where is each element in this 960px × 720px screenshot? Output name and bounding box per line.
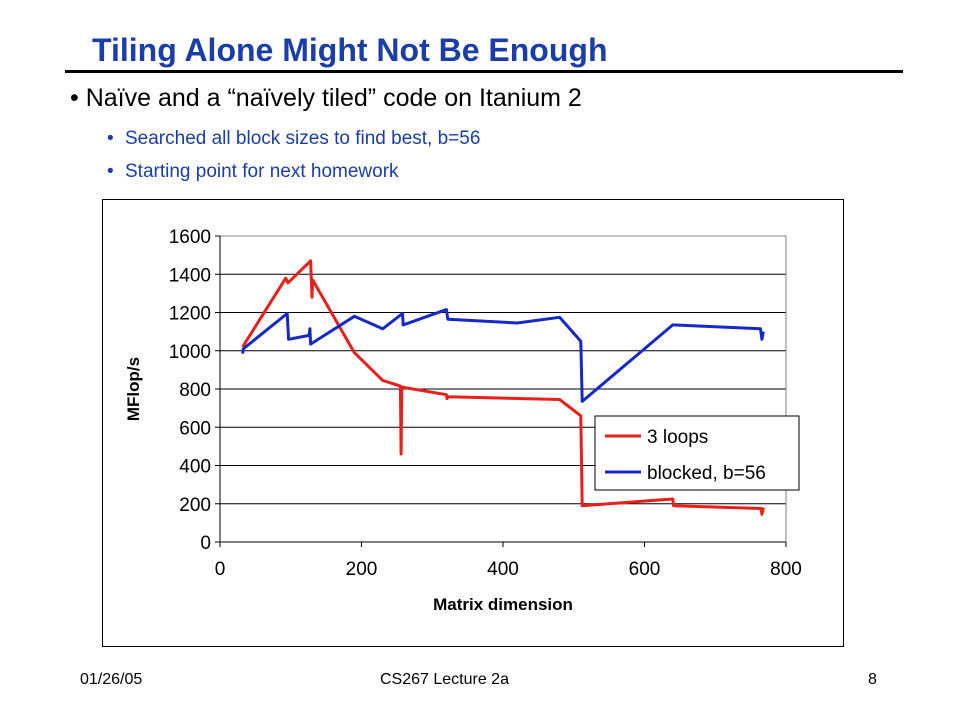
series-line-2 bbox=[241, 308, 765, 403]
y-tick-label: 400 bbox=[179, 457, 211, 478]
footer-page-number: 8 bbox=[868, 671, 877, 688]
bullet-sub-1: Searched all block sizes to find best, b… bbox=[107, 128, 480, 150]
legend-label: blocked, b=56 bbox=[647, 463, 766, 484]
legend-label: 3 loops bbox=[647, 427, 708, 448]
y-axis-label: MFlop/s bbox=[124, 357, 143, 421]
series-line-1 bbox=[241, 259, 765, 516]
x-tick-label: 800 bbox=[770, 559, 802, 580]
y-tick-label: 1000 bbox=[169, 342, 211, 363]
y-tick-label: 0 bbox=[200, 533, 211, 554]
y-tick-label: 1200 bbox=[169, 304, 211, 325]
x-tick-label: 400 bbox=[487, 559, 519, 580]
line-chart: 0 200 400 600 800 1000 1200 1400 1600 0 200 400 600 8… bbox=[124, 227, 802, 614]
x-axis-label: Matrix dimension bbox=[433, 595, 573, 614]
footer-date: 01/26/05 bbox=[80, 671, 143, 688]
bullet-sub-2: Starting point for next homework bbox=[107, 161, 399, 183]
y-tick-label: 200 bbox=[179, 495, 211, 516]
legend bbox=[594, 415, 800, 491]
slide-title: Tiling Alone Might Not Be Enough bbox=[92, 32, 608, 68]
y-tick-label: 1400 bbox=[169, 265, 211, 286]
y-tick-label: 1600 bbox=[169, 227, 211, 248]
x-tick-label: 200 bbox=[346, 559, 378, 580]
bullet-main: • Naïve and a “naïvely tiled” code on It… bbox=[70, 84, 582, 112]
chart-frame: 0 200 400 600 800 1000 1200 1400 1600 0 200 400 600 8… bbox=[102, 199, 844, 647]
bullet-main-text: Naïve and a “naïvely tiled” code on Itan… bbox=[85, 84, 582, 112]
x-tick-label: 600 bbox=[629, 559, 661, 580]
y-tick-label: 600 bbox=[179, 418, 211, 439]
title-underline bbox=[65, 70, 903, 73]
footer-course: CS267 Lecture 2a bbox=[380, 671, 509, 688]
y-tick-label: 800 bbox=[179, 380, 211, 401]
x-tick-label: 0 bbox=[215, 559, 226, 580]
